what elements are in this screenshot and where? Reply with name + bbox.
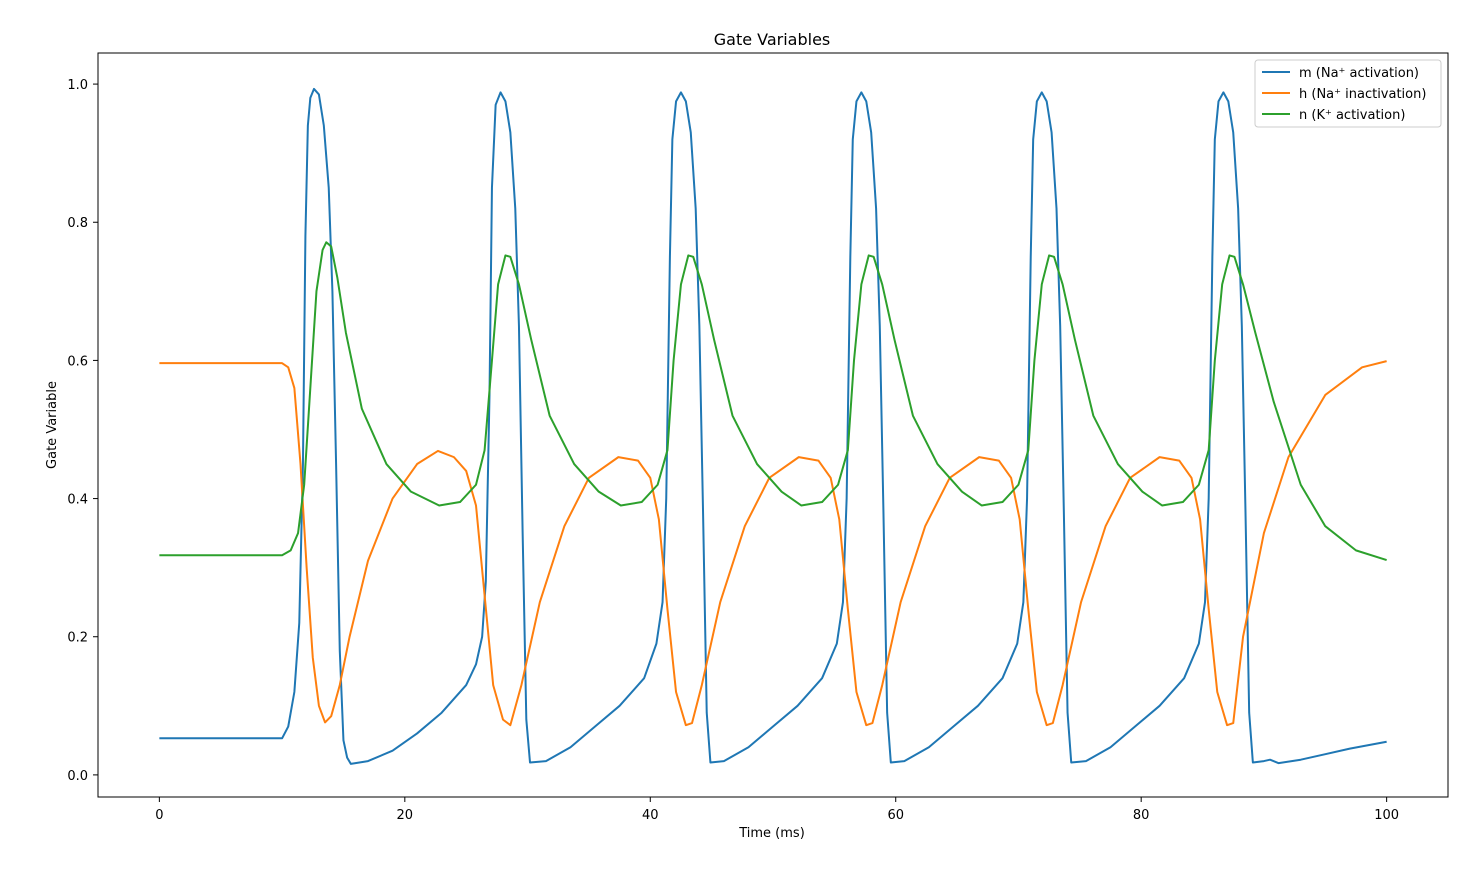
y-axis-ticks: 0.0 0.2 0.4 0.6 0.8 1.0 (67, 78, 98, 784)
x-tick-label: 0 (155, 808, 163, 823)
y-tick-label: 0.8 (67, 216, 88, 231)
legend-label-h: h (Na⁺ inactivation) (1299, 87, 1426, 102)
series-line-n (159, 241, 1387, 562)
series-line-h (159, 360, 1387, 727)
legend-label-m: m (Na⁺ activation) (1299, 66, 1419, 81)
y-tick-label: 1.0 (67, 78, 88, 93)
x-tick-label: 100 (1374, 808, 1399, 823)
y-tick-label: 0.6 (67, 354, 88, 369)
x-axis-ticks: 0 20 40 60 80 100 (155, 797, 1399, 823)
series-layer (159, 87, 1387, 765)
y-axis-title: Gate Variable (45, 381, 60, 469)
legend: m (Na⁺ activation) h (Na⁺ inactivation) … (1254, 59, 1442, 128)
x-tick-label: 60 (887, 808, 904, 823)
x-tick-label: 20 (397, 808, 414, 823)
plot-frame (97, 52, 1449, 798)
x-axis-title: Time (ms) (738, 826, 805, 841)
series-line-m (159, 87, 1387, 765)
y-tick-label: 0.0 (67, 769, 88, 784)
legend-box (1254, 59, 1442, 128)
legend-label-n: n (K⁺ activation) (1299, 108, 1405, 123)
x-tick-label: 40 (642, 808, 659, 823)
y-tick-label: 0.4 (67, 493, 88, 508)
x-tick-label: 80 (1133, 808, 1150, 823)
chart-title: Gate Variables (714, 30, 831, 49)
y-tick-label: 0.2 (67, 631, 88, 646)
